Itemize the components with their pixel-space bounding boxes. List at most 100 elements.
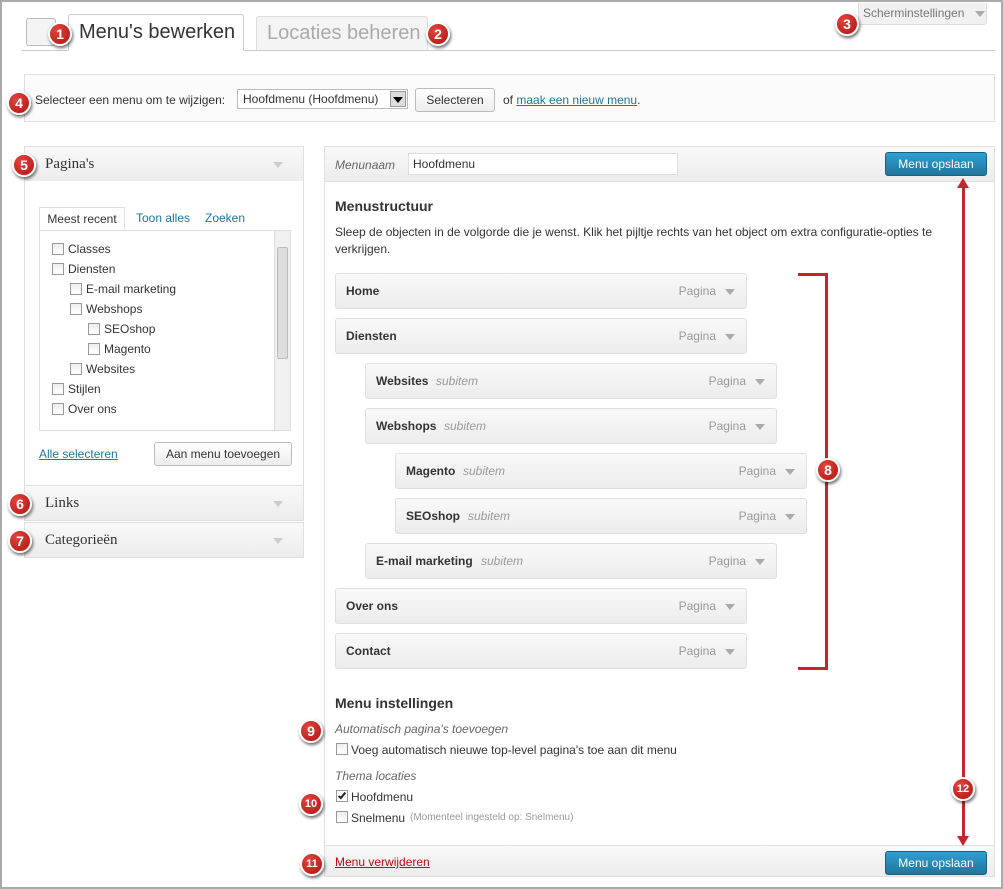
checkbox[interactable] — [52, 263, 64, 275]
menu-item-title: Contact — [346, 644, 391, 658]
arrow — [975, 11, 985, 17]
location-label: Snelmenu — [351, 811, 406, 825]
callout-badge: 1 — [48, 22, 72, 46]
checkbox[interactable] — [52, 243, 64, 255]
page-item: Websites — [86, 362, 136, 376]
page-item: Classes — [68, 242, 111, 256]
callout-badge: 2 — [426, 22, 450, 46]
arrow[interactable] — [725, 649, 735, 655]
page-item: Magento — [104, 342, 151, 356]
menu-item[interactable]: SEOshop subitem Pagina — [395, 498, 807, 534]
arrow — [273, 162, 283, 168]
arrow[interactable] — [725, 604, 735, 610]
structure-title: Menustructuur — [335, 198, 433, 214]
add-to-menu-button[interactable]: Aan menu toevoegen — [154, 442, 292, 466]
menu-item[interactable]: E-mail marketing subitem Pagina — [365, 543, 777, 579]
select-all-link[interactable]: Alle selecteren — [39, 447, 118, 461]
arrow[interactable] — [785, 514, 795, 520]
save-button[interactable]: Menu opslaan — [885, 851, 987, 875]
menu-item[interactable]: Magento subitem Pagina — [395, 453, 807, 489]
arrow[interactable] — [725, 334, 735, 340]
callout-badge: 10 — [299, 792, 323, 816]
arrow-head — [957, 178, 969, 188]
checkbox[interactable] — [52, 403, 64, 415]
checkbox[interactable] — [336, 811, 348, 823]
arrow[interactable] — [755, 379, 765, 385]
new-menu-link[interactable]: maak een nieuw menu — [516, 93, 638, 107]
callout-badge: 9 — [299, 719, 323, 743]
auto-add-option: Voeg automatisch nieuwe top-level pagina… — [351, 743, 677, 757]
page-item: Stijlen — [68, 382, 101, 396]
menu-item[interactable]: Webshops subitem Pagina — [365, 408, 777, 444]
menu-item-type: Pagina — [708, 554, 746, 568]
callout-badge: 5 — [12, 153, 36, 177]
menu-name-input[interactable]: Hoofdmenu — [408, 153, 678, 175]
arrow — [273, 501, 283, 507]
menu-select[interactable]: Hoofdmenu (Hoofdmenu) — [237, 89, 408, 109]
arrow[interactable] — [755, 424, 765, 430]
menu-item-type: Pagina — [678, 329, 716, 343]
checkbox[interactable] — [336, 743, 348, 755]
tab-active[interactable]: Menu's bewerken — [68, 14, 244, 51]
menu-item-note: subitem — [468, 509, 511, 523]
callout-badge: 7 — [8, 529, 32, 553]
period: . — [637, 93, 641, 107]
or: of — [503, 93, 514, 107]
checkbox[interactable] — [88, 343, 100, 355]
pages-header[interactable]: Pagina's — [24, 146, 304, 182]
callout-badge: 8 — [816, 458, 840, 482]
tab[interactable]: Zoeken — [204, 211, 246, 225]
scroll-thumb[interactable] — [277, 247, 288, 359]
checkbox[interactable] — [70, 303, 82, 315]
check-mark — [337, 790, 347, 800]
menu-item-type: Pagina — [708, 419, 746, 433]
menu-item-type: Pagina — [708, 374, 746, 388]
checkbox[interactable] — [88, 323, 100, 335]
menu-item[interactable]: Over ons Pagina — [335, 588, 747, 624]
menu-item[interactable]: Diensten Pagina — [335, 318, 747, 354]
screen-options[interactable]: Scherminstellingen — [858, 3, 987, 25]
arrow[interactable] — [755, 559, 765, 565]
tab-active[interactable]: Meest recent — [39, 207, 125, 231]
links-title: Links — [45, 495, 80, 511]
menu-item-type: Pagina — [678, 644, 716, 658]
checkbox[interactable] — [70, 283, 82, 295]
arrow-head — [957, 836, 969, 846]
menu-select-value: Hoofdmenu (Hoofdmenu) — [243, 92, 379, 106]
page-item: Over ons — [68, 402, 117, 416]
categories-header[interactable]: Categorieën — [24, 522, 304, 558]
delete-link[interactable]: Menu verwijderen — [335, 855, 430, 869]
page-item: E-mail marketing — [86, 282, 177, 296]
menu-item[interactable]: Contact Pagina — [335, 633, 747, 669]
location-note: (Momenteel ingesteld op: Snelmenu) — [410, 812, 574, 823]
scrollbar[interactable] — [274, 231, 290, 430]
select-button[interactable]: Selecteren — [415, 88, 495, 112]
menu-item[interactable]: Websites subitem Pagina — [365, 363, 777, 399]
pages-title: Pagina's — [45, 156, 95, 172]
arrow[interactable] — [785, 469, 795, 475]
callout-badge: 4 — [7, 91, 31, 115]
menu-item-note: subitem — [436, 374, 479, 388]
links-header[interactable]: Links — [24, 485, 304, 521]
arrow[interactable] — [725, 289, 735, 295]
checkbox[interactable] — [336, 790, 348, 802]
callout-badge: 3 — [835, 12, 859, 36]
menu-name-label: Menunaam — [335, 158, 396, 172]
menu-item-title: Websites — [376, 374, 429, 388]
save-button[interactable]: Menu opslaan — [885, 152, 987, 176]
checkbox[interactable] — [70, 363, 82, 375]
tab[interactable]: Locaties beheren — [256, 16, 428, 50]
page-item: SEOshop — [104, 322, 156, 336]
checkbox[interactable] — [52, 383, 64, 395]
menu-item-title: Webshops — [376, 419, 437, 433]
arrow — [393, 97, 403, 103]
menu-item[interactable]: Home Pagina — [335, 273, 747, 309]
tab[interactable]: Toon alles — [135, 211, 191, 225]
pages-list: Classes Diensten E-mail marketing Webshops S… — [40, 231, 275, 430]
settings-title: Menu instellingen — [335, 695, 454, 711]
menu-item-title: SEOshop — [406, 509, 461, 523]
tab-line — [22, 50, 995, 51]
select-label: Selecteer een menu om te wijzigen: — [35, 93, 226, 107]
menu-editor: Menunaam Hoofdmenu Menu opslaan Menustru… — [324, 146, 995, 877]
callout-badge: 12 — [951, 777, 975, 801]
